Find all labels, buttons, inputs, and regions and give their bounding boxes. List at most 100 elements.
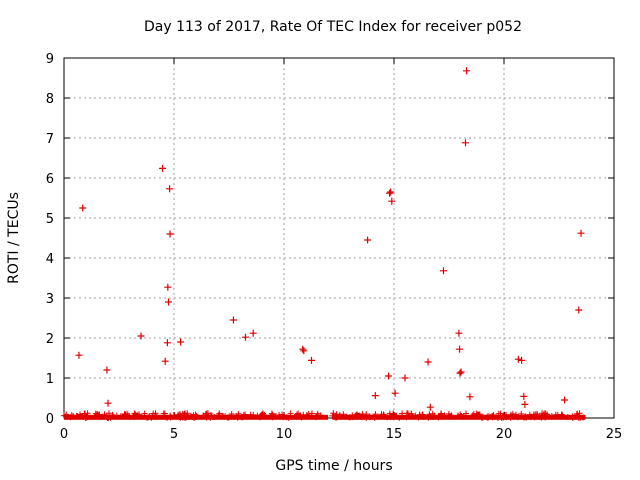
data-point bbox=[456, 369, 464, 377]
baseline-point bbox=[133, 412, 140, 419]
x-axis-label: GPS time / hours bbox=[275, 458, 392, 474]
baseline-point bbox=[329, 412, 336, 419]
baseline-point bbox=[498, 414, 505, 421]
baseline-point bbox=[101, 411, 108, 418]
baseline-point bbox=[463, 410, 470, 417]
data-point bbox=[387, 188, 395, 196]
baseline-point bbox=[163, 414, 170, 421]
baseline-point bbox=[576, 410, 583, 417]
data-point bbox=[163, 339, 171, 347]
baseline-point bbox=[495, 410, 502, 417]
baseline-point bbox=[438, 410, 445, 417]
y-tick-label: 2 bbox=[46, 332, 54, 347]
baseline-point bbox=[359, 413, 366, 420]
baseline-point bbox=[392, 412, 399, 419]
baseline-point bbox=[81, 410, 88, 417]
baseline-point bbox=[125, 412, 132, 419]
baseline-point bbox=[203, 414, 210, 421]
baseline-point bbox=[507, 414, 514, 421]
data-point bbox=[249, 329, 257, 337]
data-point bbox=[456, 345, 464, 353]
baseline-point bbox=[483, 414, 490, 421]
baseline-point bbox=[149, 413, 156, 420]
baseline-point bbox=[141, 410, 148, 417]
y-tick-label: 3 bbox=[46, 292, 54, 307]
baseline-point bbox=[409, 413, 416, 420]
baseline-point bbox=[530, 411, 537, 418]
baseline-point bbox=[540, 411, 547, 418]
baseline-point bbox=[330, 410, 337, 417]
y-tick-label: 5 bbox=[46, 212, 54, 227]
baseline-point bbox=[145, 414, 152, 421]
baseline-point bbox=[403, 414, 410, 421]
baseline-point bbox=[250, 411, 257, 418]
baseline-point bbox=[548, 413, 555, 420]
baseline-point bbox=[167, 412, 174, 419]
baseline-point bbox=[113, 412, 120, 419]
baseline-point bbox=[490, 411, 497, 418]
baseline-point bbox=[478, 414, 485, 421]
baseline-point bbox=[514, 414, 521, 421]
baseline-point bbox=[211, 413, 218, 420]
baseline-point bbox=[295, 413, 302, 420]
baseline-point bbox=[521, 413, 528, 420]
baseline-point bbox=[254, 412, 261, 419]
data-point bbox=[457, 368, 465, 376]
tick-layer: 0 5 10 15 20 25 0 1 2 3 4 5 6 7 8 9 bbox=[46, 52, 623, 442]
data-point bbox=[299, 345, 307, 353]
baseline-point bbox=[268, 410, 275, 417]
baseline-point bbox=[412, 412, 419, 419]
baseline-point bbox=[152, 410, 159, 417]
baseline-point bbox=[336, 412, 343, 419]
x-tick-label: 5 bbox=[170, 427, 178, 442]
baseline-point bbox=[122, 411, 129, 418]
data-point bbox=[165, 298, 172, 306]
baseline-point bbox=[396, 414, 403, 421]
data-point bbox=[166, 230, 174, 238]
y-tick-label: 8 bbox=[46, 92, 54, 107]
data-point bbox=[463, 67, 471, 75]
data-point bbox=[161, 357, 169, 365]
baseline-point bbox=[415, 414, 422, 421]
baseline-point bbox=[215, 411, 222, 418]
baseline-point bbox=[475, 411, 482, 418]
baseline-point bbox=[499, 413, 506, 420]
baseline-point bbox=[74, 413, 81, 420]
baseline-point bbox=[207, 412, 214, 419]
data-point bbox=[518, 356, 526, 364]
baseline-point bbox=[541, 410, 548, 417]
baseline-point bbox=[441, 412, 448, 419]
baseline-point bbox=[371, 414, 378, 421]
x-tick-label: 25 bbox=[606, 427, 623, 442]
baseline-point bbox=[175, 411, 182, 418]
data-point bbox=[229, 316, 237, 324]
data-point bbox=[521, 400, 529, 408]
baseline-point bbox=[285, 414, 292, 421]
data-point bbox=[242, 333, 249, 341]
baseline-point bbox=[372, 411, 379, 418]
baseline-point bbox=[558, 411, 565, 418]
data-point bbox=[426, 403, 434, 411]
baseline-point bbox=[408, 410, 415, 417]
data-point bbox=[364, 236, 372, 244]
baseline-point bbox=[569, 414, 576, 421]
baseline-point bbox=[272, 413, 279, 420]
data-point bbox=[103, 366, 111, 374]
baseline-band-segment bbox=[332, 414, 586, 420]
plot-frame bbox=[63, 57, 615, 419]
baseline-point bbox=[298, 414, 305, 421]
y-tick-label: 4 bbox=[46, 252, 54, 267]
baseline-point bbox=[126, 413, 133, 420]
baseline-point bbox=[269, 411, 276, 418]
baseline-point bbox=[224, 414, 231, 421]
baseline-point bbox=[435, 414, 442, 421]
baseline-point bbox=[474, 411, 481, 418]
data-point bbox=[466, 393, 474, 401]
baseline-point bbox=[419, 413, 426, 420]
baseline-point bbox=[182, 414, 189, 421]
data-point bbox=[164, 283, 172, 291]
baseline-point bbox=[332, 414, 339, 421]
baseline-point bbox=[430, 413, 437, 420]
y-tick-label: 1 bbox=[46, 372, 54, 387]
baseline-point bbox=[552, 411, 559, 418]
